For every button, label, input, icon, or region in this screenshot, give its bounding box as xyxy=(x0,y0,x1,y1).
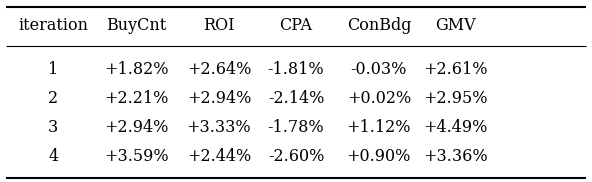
Text: +2.44%: +2.44% xyxy=(187,148,251,165)
Text: +2.95%: +2.95% xyxy=(424,90,488,107)
Text: 3: 3 xyxy=(48,119,59,136)
Text: ConBdg: ConBdg xyxy=(347,17,411,34)
Text: +3.36%: +3.36% xyxy=(423,148,488,165)
Text: CPA: CPA xyxy=(279,17,313,34)
Text: +4.49%: +4.49% xyxy=(424,119,488,136)
Text: +1.82%: +1.82% xyxy=(104,61,168,78)
Text: ROI: ROI xyxy=(203,17,235,34)
Text: 2: 2 xyxy=(48,90,59,107)
Text: -2.14%: -2.14% xyxy=(268,90,324,107)
Text: +2.61%: +2.61% xyxy=(424,61,488,78)
Text: -1.78%: -1.78% xyxy=(268,119,324,136)
Text: +0.02%: +0.02% xyxy=(347,90,411,107)
Text: -1.81%: -1.81% xyxy=(268,61,324,78)
Text: -0.03%: -0.03% xyxy=(350,61,407,78)
Text: +0.90%: +0.90% xyxy=(347,148,411,165)
Text: -2.60%: -2.60% xyxy=(268,148,324,165)
Text: +3.59%: +3.59% xyxy=(104,148,169,165)
Text: BuyCnt: BuyCnt xyxy=(106,17,166,34)
Text: GMV: GMV xyxy=(436,17,476,34)
Text: +3.33%: +3.33% xyxy=(186,119,252,136)
Text: +2.21%: +2.21% xyxy=(104,90,168,107)
Text: +2.64%: +2.64% xyxy=(187,61,251,78)
Text: +2.94%: +2.94% xyxy=(187,90,251,107)
Text: +2.94%: +2.94% xyxy=(104,119,168,136)
Text: 1: 1 xyxy=(48,61,59,78)
Text: iteration: iteration xyxy=(18,17,88,34)
Text: +1.12%: +1.12% xyxy=(347,119,411,136)
Text: 4: 4 xyxy=(48,148,59,165)
